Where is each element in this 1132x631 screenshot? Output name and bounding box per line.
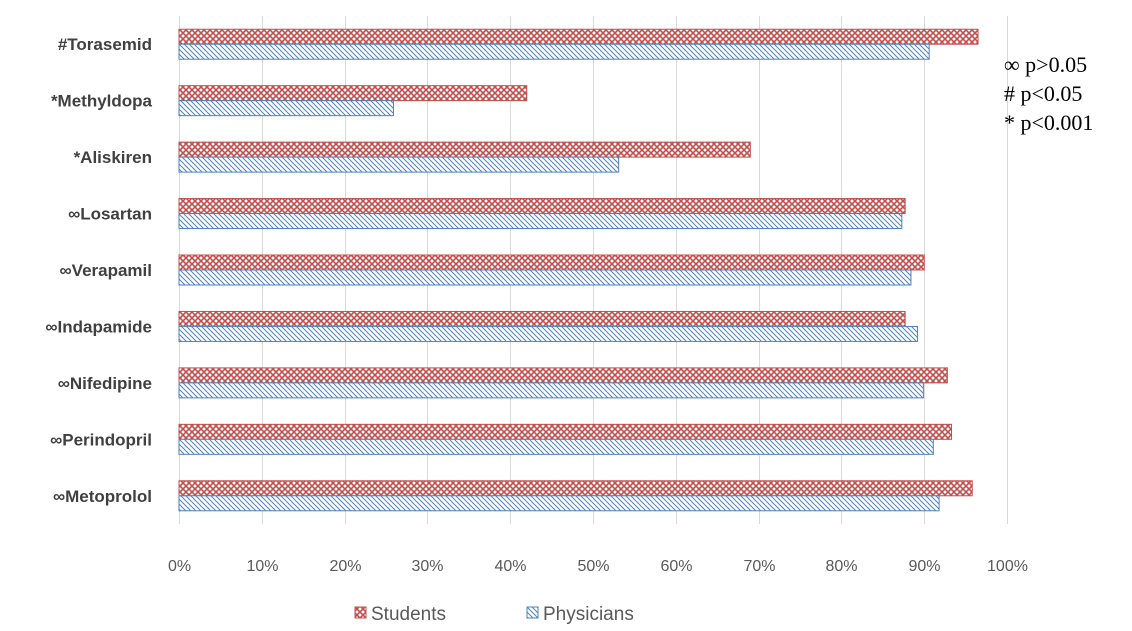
bar-students [178, 28, 979, 45]
x-tick-label: 70% [743, 558, 775, 575]
x-tick-label: 10% [246, 558, 278, 575]
category-label: #Torasemid [58, 35, 152, 54]
category-label: ∞Losartan [68, 205, 152, 224]
bar-students [178, 198, 906, 215]
bar-physicians [178, 156, 620, 173]
x-tick-label: 20% [329, 558, 361, 575]
legend-swatch-physicians [526, 606, 539, 619]
bar-physicians [178, 382, 924, 399]
bar-physicians [178, 495, 940, 512]
x-tick-labels: 0% 10% 20% 30% 40% 50% 60% 70% 80% 90% 100% [168, 558, 1028, 575]
bar-physicians [178, 269, 912, 286]
significance-note: * p<0.001 [1004, 110, 1093, 135]
legend-label-students: Students [371, 604, 446, 625]
legend: Students Physicians [354, 604, 634, 625]
bar-students [178, 310, 906, 327]
x-tick-label: 100% [987, 558, 1028, 575]
bar-students [178, 423, 953, 440]
bars [178, 28, 979, 512]
bar-physicians [178, 213, 903, 230]
bar-students [178, 141, 751, 158]
x-tick-label: 50% [577, 558, 609, 575]
x-tick-label: 80% [825, 558, 857, 575]
category-label: ∞Verapamil [60, 261, 152, 280]
bar-physicians [178, 438, 934, 455]
bar-students [178, 480, 973, 497]
bar-students [178, 254, 925, 271]
x-tick-label: 0% [168, 558, 191, 575]
significance-notes: ∞ p>0.05 # p<0.05 * p<0.001 [1004, 52, 1093, 135]
bar-physicians [178, 43, 930, 60]
category-label: *Methyldopa [51, 92, 153, 111]
category-label: ∞Indapamide [45, 317, 152, 336]
category-label: ∞Nifedipine [58, 374, 152, 393]
x-tick-label: 40% [494, 558, 526, 575]
category-label: ∞Perindopril [50, 430, 152, 449]
bar-physicians [178, 325, 919, 342]
legend-label-physicians: Physicians [543, 604, 634, 625]
x-tick-label: 60% [660, 558, 692, 575]
significance-note: # p<0.05 [1004, 81, 1082, 106]
category-label: ∞Metoprolol [53, 487, 152, 506]
bar-physicians [178, 100, 394, 117]
x-tick-label: 90% [908, 558, 940, 575]
x-tick-label: 30% [411, 558, 443, 575]
category-label: *Aliskiren [74, 148, 152, 167]
significance-note: ∞ p>0.05 [1004, 52, 1087, 77]
legend-swatch-students [354, 606, 367, 619]
bar-students [178, 367, 948, 384]
category-labels: #Torasemid *Methyldopa *Aliskiren ∞Losartan… [45, 35, 152, 506]
bar-students [178, 85, 528, 102]
